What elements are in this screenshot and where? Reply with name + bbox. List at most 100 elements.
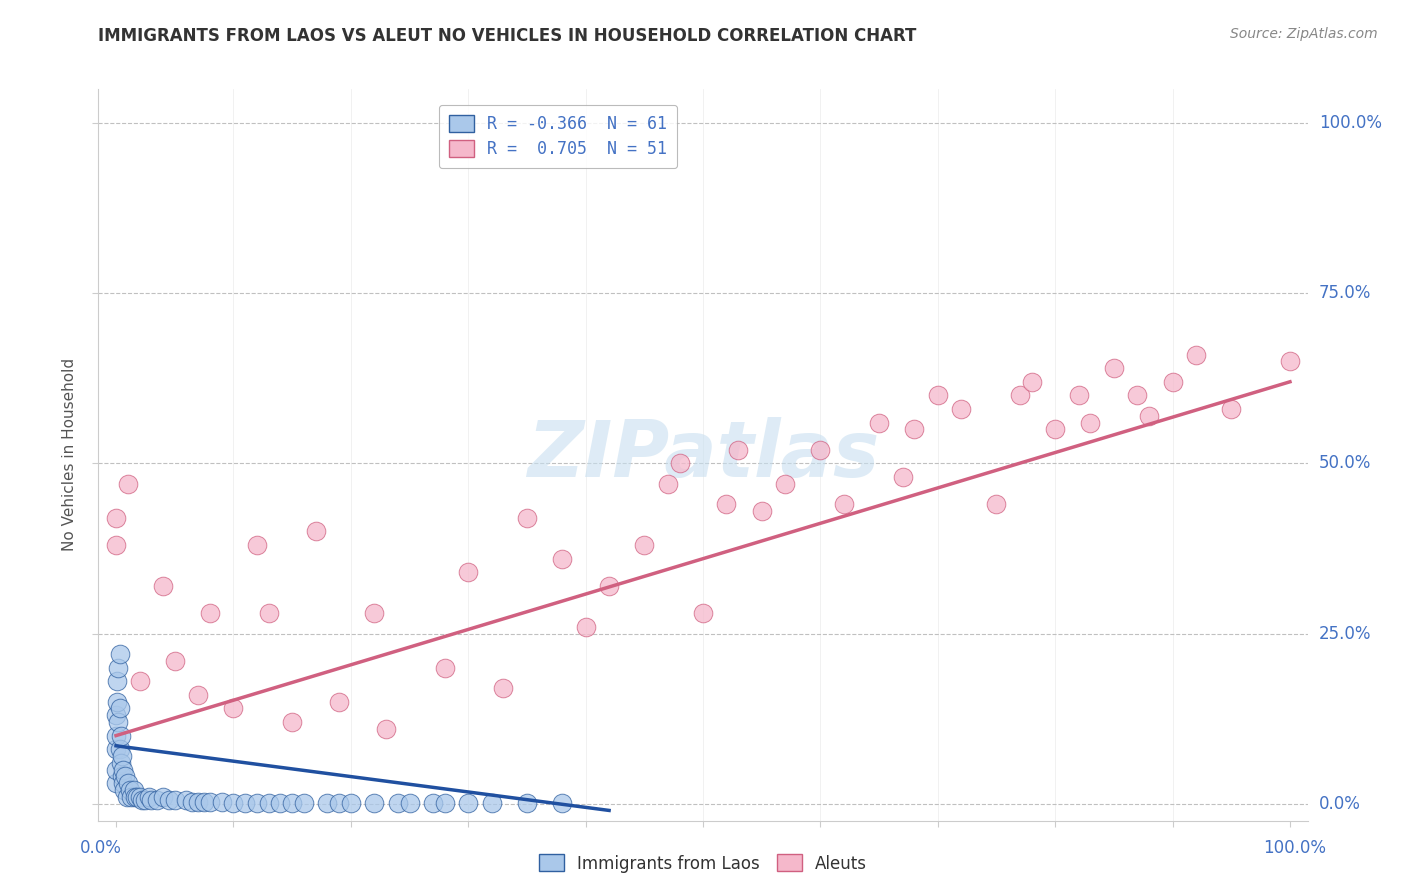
- Point: [187, 795, 209, 809]
- Point: [375, 722, 398, 736]
- Text: 75.0%: 75.0%: [1319, 285, 1371, 302]
- Point: [120, 783, 142, 797]
- Point: [176, 793, 198, 807]
- Point: [950, 402, 973, 417]
- Point: [108, 647, 131, 661]
- Point: [112, 763, 135, 777]
- Point: [233, 796, 256, 810]
- Point: [492, 681, 515, 695]
- Point: [163, 654, 186, 668]
- Text: 100.0%: 100.0%: [1263, 838, 1326, 857]
- Point: [363, 606, 385, 620]
- Point: [1067, 388, 1090, 402]
- Point: [281, 714, 304, 729]
- Point: [110, 729, 132, 743]
- Point: [422, 796, 444, 810]
- Point: [551, 551, 574, 566]
- Point: [120, 789, 142, 804]
- Point: [433, 660, 456, 674]
- Point: [114, 769, 136, 783]
- Point: [127, 789, 149, 804]
- Point: [1126, 388, 1149, 402]
- Point: [927, 388, 949, 402]
- Point: [157, 793, 180, 807]
- Y-axis label: No Vehicles in Household: No Vehicles in Household: [62, 359, 77, 551]
- Point: [1161, 375, 1184, 389]
- Point: [138, 789, 160, 804]
- Point: [246, 796, 269, 810]
- Point: [105, 674, 128, 689]
- Legend: Immigrants from Laos, Aleuts: Immigrants from Laos, Aleuts: [533, 847, 873, 880]
- Point: [222, 701, 245, 715]
- Point: [105, 511, 128, 525]
- Point: [808, 442, 831, 457]
- Point: [398, 796, 420, 810]
- Point: [111, 749, 134, 764]
- Point: [117, 476, 139, 491]
- Point: [105, 695, 128, 709]
- Point: [457, 796, 479, 810]
- Text: IMMIGRANTS FROM LAOS VS ALEUT NO VEHICLES IN HOUSEHOLD CORRELATION CHART: IMMIGRANTS FROM LAOS VS ALEUT NO VEHICLE…: [98, 27, 917, 45]
- Point: [328, 695, 350, 709]
- Point: [281, 796, 304, 810]
- Point: [141, 793, 163, 807]
- Point: [727, 442, 749, 457]
- Legend: R = -0.366  N = 61, R =  0.705  N = 51: R = -0.366 N = 61, R = 0.705 N = 51: [439, 105, 678, 168]
- Point: [363, 796, 385, 810]
- Point: [107, 714, 129, 729]
- Point: [292, 796, 315, 810]
- Point: [115, 789, 138, 804]
- Point: [128, 789, 150, 804]
- Point: [1043, 422, 1066, 436]
- Point: [108, 742, 131, 756]
- Point: [668, 457, 690, 471]
- Point: [986, 497, 1008, 511]
- Point: [328, 796, 350, 810]
- Point: [316, 796, 339, 810]
- Text: 0.0%: 0.0%: [80, 838, 122, 857]
- Point: [198, 795, 221, 809]
- Point: [340, 796, 363, 810]
- Point: [751, 504, 773, 518]
- Point: [304, 524, 326, 539]
- Point: [122, 783, 145, 797]
- Point: [152, 789, 174, 804]
- Point: [131, 793, 153, 807]
- Point: [108, 701, 131, 715]
- Point: [387, 796, 409, 810]
- Point: [124, 789, 146, 804]
- Point: [891, 470, 914, 484]
- Point: [692, 606, 714, 620]
- Point: [575, 620, 598, 634]
- Point: [146, 793, 169, 807]
- Point: [1080, 416, 1102, 430]
- Point: [111, 769, 134, 783]
- Text: Source: ZipAtlas.com: Source: ZipAtlas.com: [1230, 27, 1378, 41]
- Point: [105, 538, 128, 552]
- Text: ZIPatlas: ZIPatlas: [527, 417, 879, 493]
- Point: [903, 422, 925, 436]
- Point: [1021, 375, 1043, 389]
- Text: 0.0%: 0.0%: [1319, 795, 1361, 813]
- Point: [516, 511, 538, 525]
- Point: [1008, 388, 1031, 402]
- Point: [181, 795, 204, 809]
- Point: [105, 729, 128, 743]
- Point: [433, 796, 456, 810]
- Point: [716, 497, 738, 511]
- Point: [1102, 361, 1125, 376]
- Point: [105, 776, 128, 790]
- Point: [105, 763, 128, 777]
- Point: [257, 796, 280, 810]
- Point: [105, 708, 128, 723]
- Point: [107, 660, 129, 674]
- Point: [657, 476, 679, 491]
- Point: [868, 416, 890, 430]
- Point: [1278, 354, 1301, 368]
- Text: 25.0%: 25.0%: [1319, 624, 1371, 642]
- Point: [222, 796, 245, 810]
- Point: [246, 538, 269, 552]
- Point: [457, 566, 479, 580]
- Point: [633, 538, 655, 552]
- Point: [112, 783, 135, 797]
